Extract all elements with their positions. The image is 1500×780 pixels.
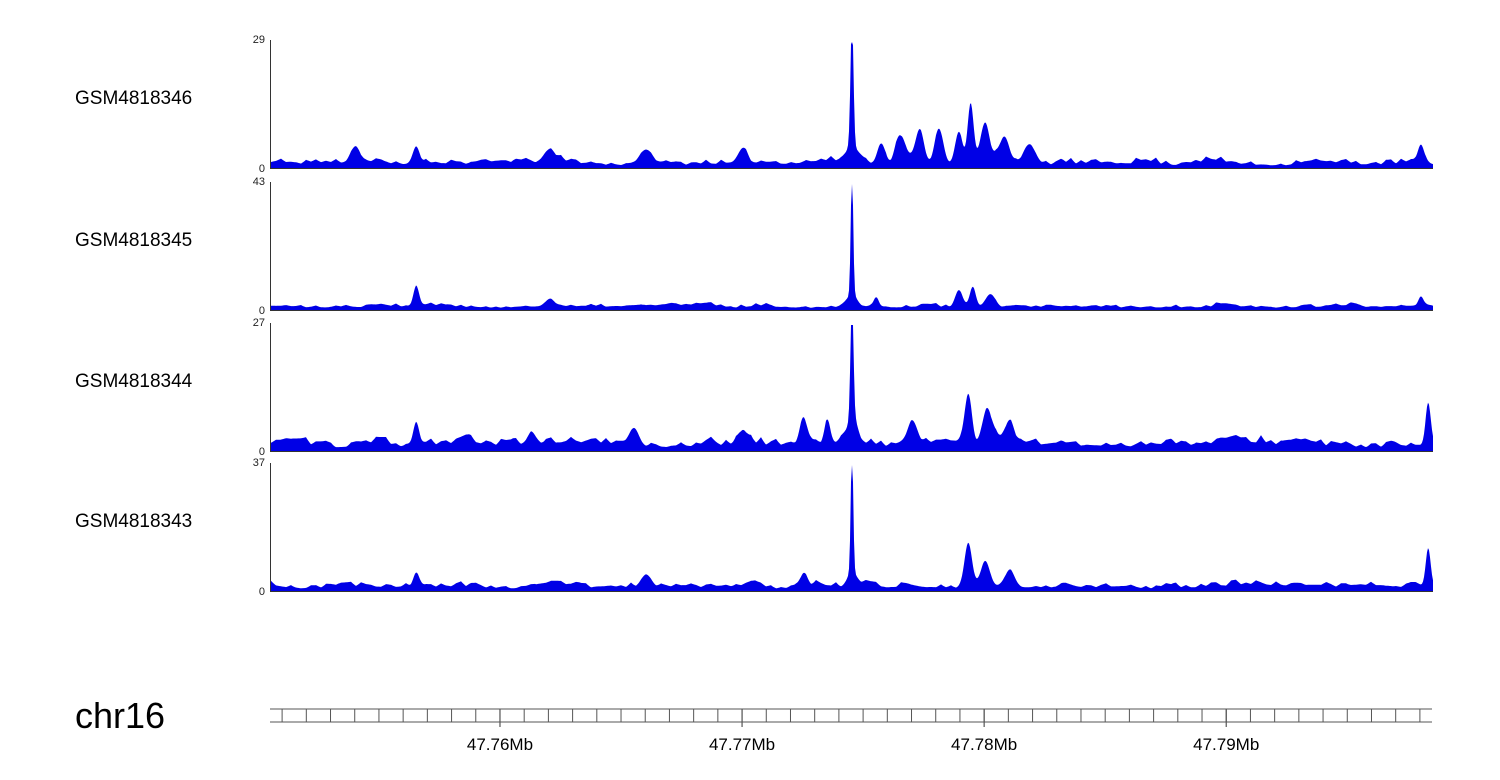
signal-track: GSM4818345 43 0 [0, 176, 1500, 317]
axis-tick-label: 47.78Mb [951, 735, 1017, 754]
track-label: GSM4818346 [75, 88, 193, 109]
y-axis-zero-label: 0 [258, 305, 265, 317]
coverage-area-plot [271, 42, 1433, 169]
axis-tick-label: 47.79Mb [1193, 735, 1259, 754]
genome-axis-ruler: 47.76Mb 47.77Mb 47.78Mb 47.79Mb [270, 708, 1432, 754]
signal-track: GSM4818344 27 0 [0, 317, 1500, 458]
coverage-area-plot [271, 465, 1433, 592]
coverage-area-plot [271, 184, 1433, 311]
track-label: GSM4818345 [75, 230, 193, 251]
coverage-area-plot [271, 325, 1433, 452]
y-axis-max-label: 29 [252, 34, 265, 46]
signal-track: GSM4818346 29 0 [0, 34, 1500, 175]
track-label: GSM4818343 [75, 511, 193, 532]
track-plot-area: 27 0 [253, 317, 1433, 458]
y-axis-zero-label: 0 [258, 163, 265, 175]
axis-tick-label: 47.77Mb [709, 735, 775, 754]
chromosome-label: chr16 [75, 695, 166, 736]
track-plot-area: 37 0 [253, 457, 1433, 598]
signal-track: GSM4818343 37 0 [0, 457, 1500, 598]
y-axis-zero-label: 0 [258, 586, 265, 598]
track-plot-area: 29 0 [253, 34, 1433, 175]
track-plot-area: 43 0 [253, 176, 1433, 317]
y-axis-max-label: 43 [252, 176, 265, 188]
axis-tick-label: 47.76Mb [467, 735, 533, 754]
genome-axis: chr16 47.76Mb 47.77Mb 47.78Mb 47.79Mb [0, 695, 1500, 775]
y-axis-max-label: 37 [252, 457, 265, 469]
track-label: GSM4818344 [75, 371, 193, 392]
y-axis-zero-label: 0 [258, 446, 265, 458]
y-axis-max-label: 27 [252, 317, 265, 329]
